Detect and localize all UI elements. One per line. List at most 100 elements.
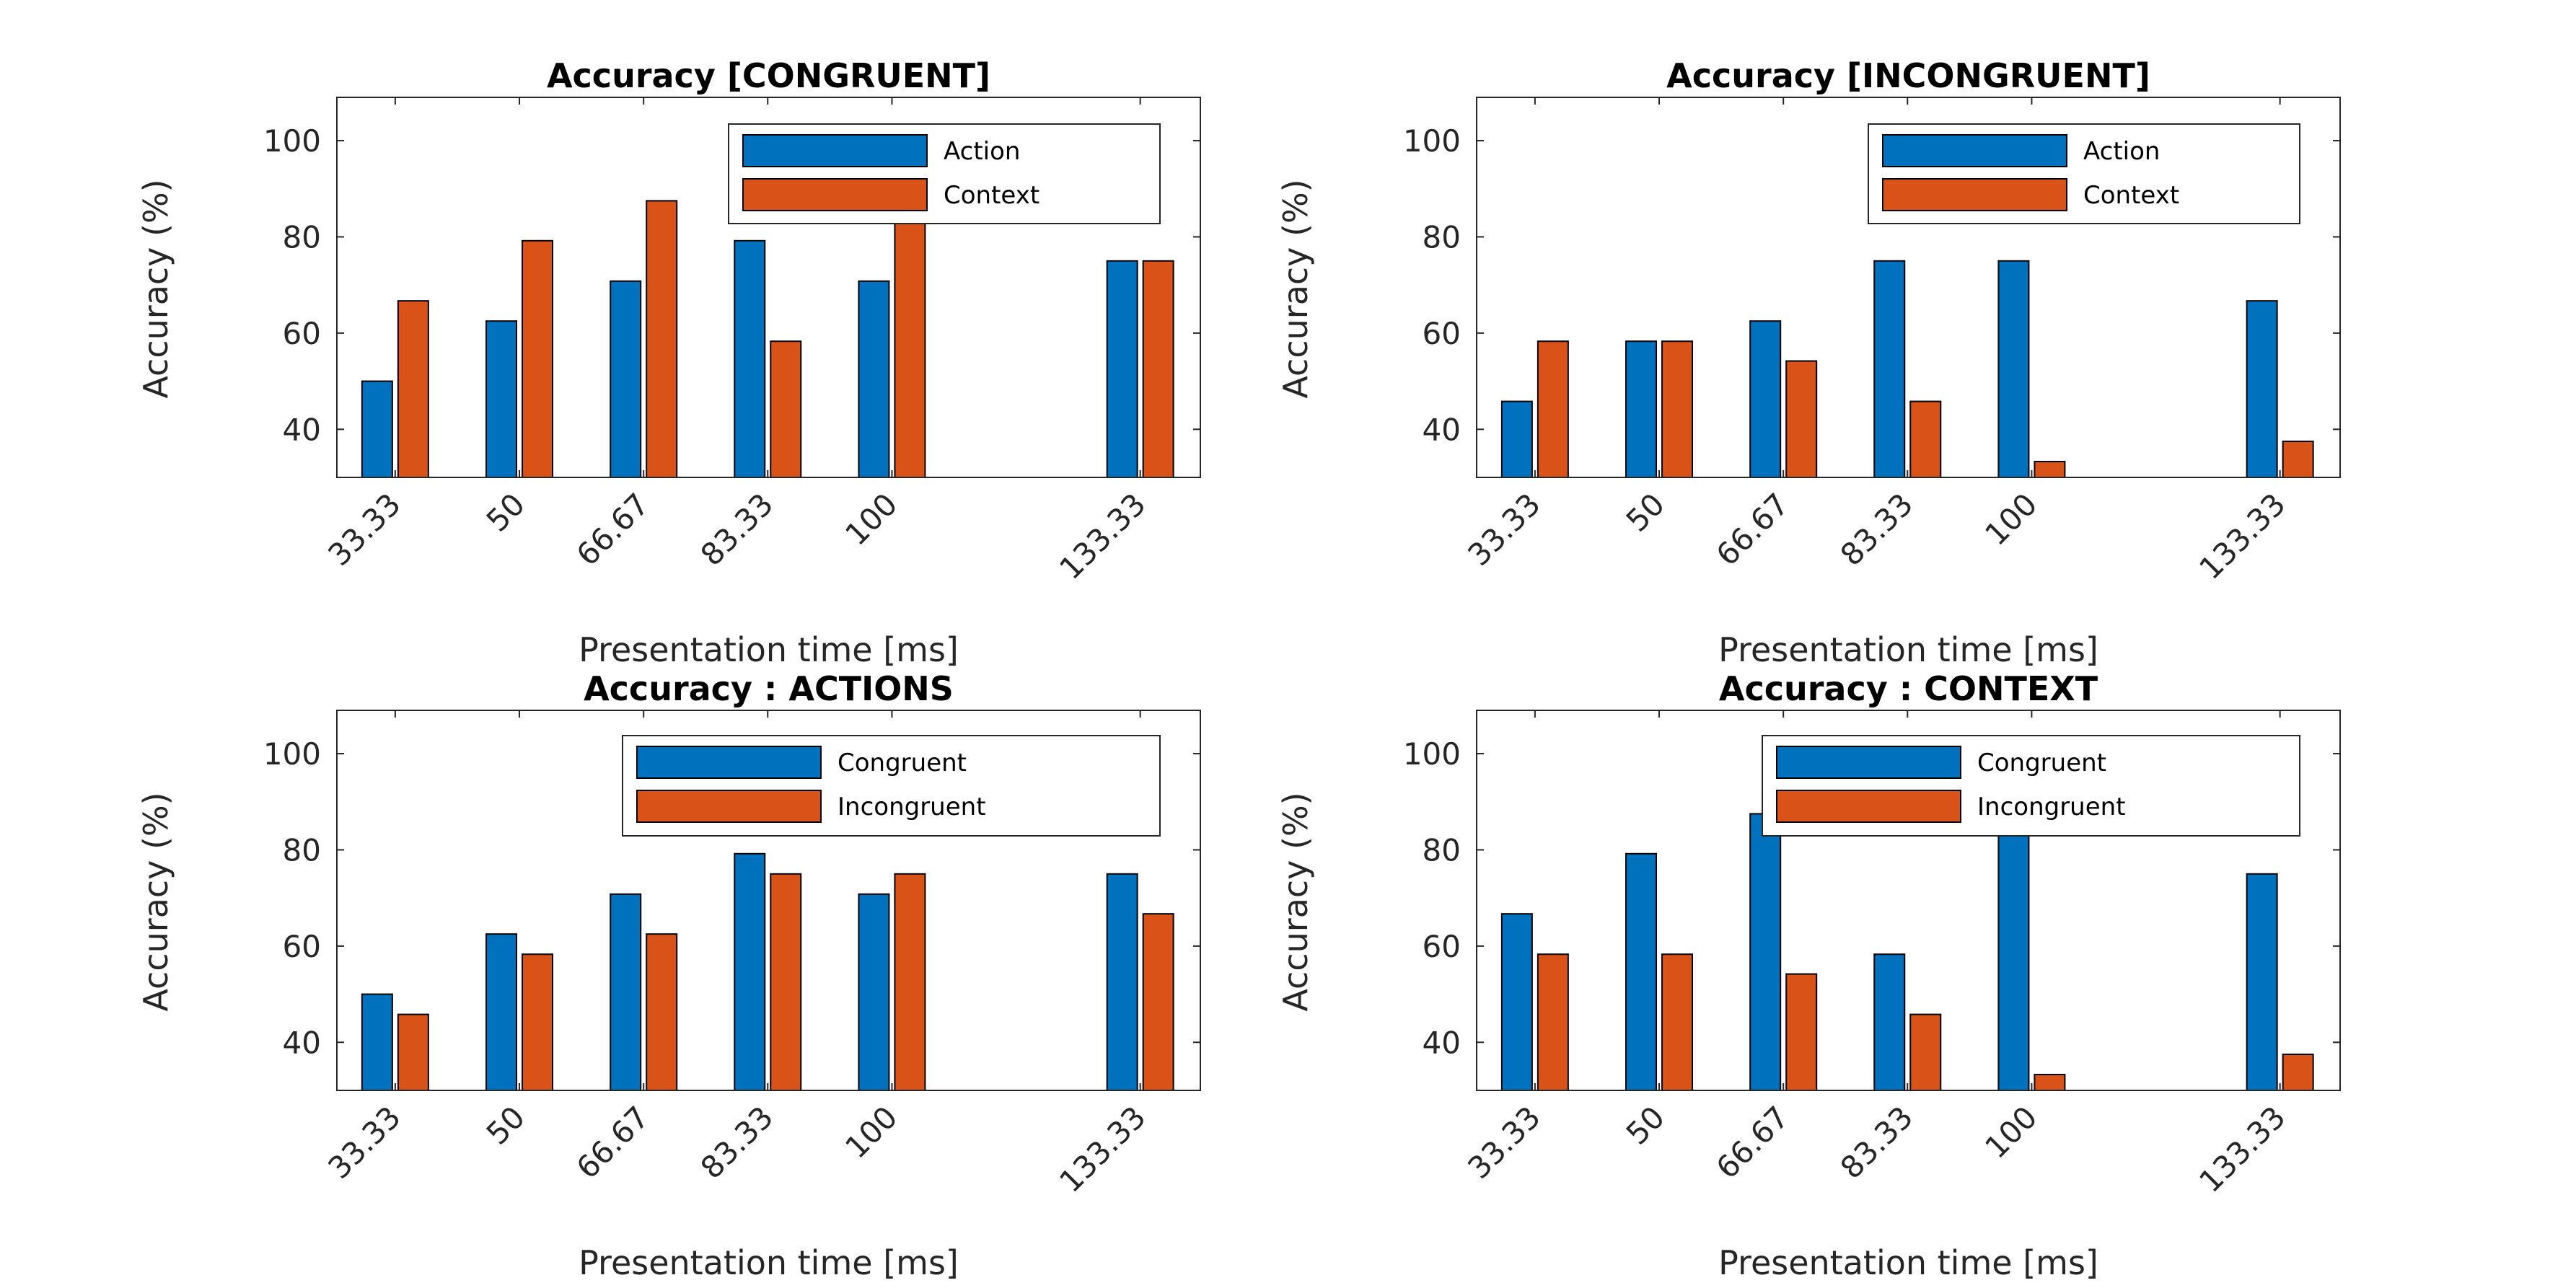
y-tick-label: 80: [283, 219, 321, 255]
chart-title: Accuracy : ACTIONS: [584, 669, 954, 708]
bar-context-33.33: [397, 300, 429, 478]
bar-incongruent-100: [894, 873, 926, 1092]
bar-action-33.33: [361, 380, 393, 478]
x-axis-label: Presentation time [ms]: [579, 630, 959, 669]
bar-congruent-66.67: [610, 893, 642, 1092]
legend: Action Context: [728, 123, 1161, 224]
bar-context-66.67: [646, 200, 678, 478]
y-tick-label: 60: [283, 316, 321, 351]
chart-title: Accuracy [INCONGRUENT]: [1666, 56, 2150, 95]
bar-congruent-133.33: [2246, 873, 2278, 1092]
bar-incongruent-133.33: [1142, 913, 1174, 1091]
y-tick-label: 80: [283, 832, 321, 868]
legend-swatch-incongruent: [1776, 790, 1961, 823]
legend-label-context: Context: [2083, 181, 2179, 210]
bar-incongruent-100: [2034, 1073, 2066, 1092]
bar-congruent-50: [485, 933, 518, 1091]
x-tick-label: 100: [1978, 486, 2044, 552]
x-tick-label: 133.33: [2192, 1099, 2293, 1199]
x-tick-label: 83.33: [1834, 486, 1920, 573]
legend-swatch-congruent: [636, 746, 822, 779]
bar-context-100: [894, 200, 926, 478]
axes-box: [336, 710, 1201, 1091]
bar-action-83.33: [734, 239, 766, 478]
x-tick-label: 133.33: [1052, 486, 1153, 586]
y-tick-label: 80: [1423, 832, 1461, 868]
bar-congruent-100: [1997, 813, 2030, 1092]
y-axis-label: Accuracy (%): [1276, 179, 1315, 398]
bar-congruent-83.33: [734, 852, 766, 1091]
y-axis-label: Accuracy (%): [1276, 792, 1315, 1011]
x-tick-label: 133.33: [1052, 1099, 1153, 1199]
x-tick-label: 50: [1619, 1099, 1671, 1151]
x-tick-label: 50: [480, 486, 532, 538]
bar-incongruent-66.67: [646, 933, 678, 1091]
legend-swatch-context: [1882, 178, 2067, 211]
bar-incongruent-33.33: [1537, 953, 1569, 1091]
x-tick-label: 100: [1978, 1099, 2044, 1165]
axes-box: [336, 97, 1201, 478]
bar-context-83.33: [770, 340, 802, 478]
y-axis-label: Accuracy (%): [136, 792, 175, 1011]
bar-action-50: [485, 320, 518, 478]
x-tick-label: 133.33: [2192, 486, 2293, 586]
bar-incongruent-33.33: [397, 1013, 429, 1091]
x-tick-label: 66.67: [570, 1099, 656, 1186]
bar-action-50: [1625, 340, 1658, 478]
bar-context-133.33: [1142, 260, 1174, 478]
y-axis-label: Accuracy (%): [136, 179, 175, 398]
x-tick-label: 33.33: [1461, 1099, 1547, 1186]
legend-label-action: Action: [944, 137, 1020, 166]
y-tick-label: 100: [1403, 123, 1461, 159]
bar-context-50: [1661, 340, 1694, 478]
x-tick-label: 66.67: [570, 486, 656, 573]
bar-incongruent-50: [522, 953, 554, 1091]
bar-action-100: [858, 280, 890, 478]
x-tick-label: 33.33: [321, 1099, 408, 1186]
legend: Congruent Incongruent: [1762, 735, 2300, 837]
y-tick-label: 80: [1423, 219, 1461, 255]
y-tick-label: 40: [283, 1025, 321, 1060]
bar-action-66.67: [1749, 320, 1782, 478]
bar-congruent-133.33: [1106, 873, 1138, 1092]
y-tick-label: 100: [263, 123, 321, 159]
y-tick-label: 100: [263, 736, 321, 772]
bar-congruent-50: [1625, 852, 1658, 1091]
legend: Congruent Incongruent: [622, 735, 1161, 837]
y-tick-label: 40: [283, 412, 321, 447]
x-tick-label: 100: [838, 1099, 904, 1165]
bar-context-50: [522, 239, 554, 478]
chart-panel-2: Accuracy [INCONGRUENT] 40 60 80 100 33.33 50 66…: [1276, 56, 2341, 669]
x-axis-label: Presentation time [ms]: [1718, 630, 2098, 669]
bar-action-100: [1997, 260, 2030, 478]
x-tick-label: 83.33: [694, 1099, 781, 1186]
bar-incongruent-66.67: [1785, 973, 1818, 1092]
axes-box: [1476, 710, 2341, 1091]
y-tick-label: 60: [1423, 316, 1461, 351]
chart-panel-1: Accuracy [CONGRUENT] 40 60 80 100 33.33 50 66.6…: [136, 56, 1201, 669]
legend-swatch-incongruent: [636, 790, 822, 823]
legend-label-context: Context: [944, 181, 1039, 210]
x-axis-label: Presentation time [ms]: [579, 1243, 959, 1282]
bar-action-133.33: [1106, 260, 1138, 478]
legend-label-incongruent: Incongruent: [838, 793, 986, 821]
x-tick-label: 100: [838, 486, 904, 552]
legend-label-congruent: Congruent: [838, 749, 967, 777]
y-tick-label: 60: [1423, 929, 1461, 964]
bar-context-133.33: [2282, 440, 2314, 479]
y-tick-label: 60: [283, 929, 321, 964]
chart-panel-4: Accuracy : CONTEXT 40 60 80 100 33.33 50 66.67 8…: [1276, 669, 2341, 1282]
bar-congruent-100: [858, 893, 890, 1092]
legend-swatch-action: [1882, 134, 2067, 167]
bar-congruent-83.33: [1873, 953, 1906, 1091]
x-tick-label: 83.33: [694, 486, 781, 573]
chart-title: Accuracy : CONTEXT: [1719, 669, 2098, 708]
y-tick-label: 40: [1423, 1025, 1461, 1060]
bar-context-100: [2034, 460, 2066, 479]
legend-swatch-context: [742, 178, 928, 211]
x-tick-label: 66.67: [1710, 1099, 1796, 1186]
bar-congruent-66.67: [1749, 813, 1782, 1092]
bar-action-33.33: [1500, 400, 1533, 478]
legend-label-congruent: Congruent: [1977, 749, 2106, 777]
y-tick-label: 40: [1423, 412, 1461, 447]
